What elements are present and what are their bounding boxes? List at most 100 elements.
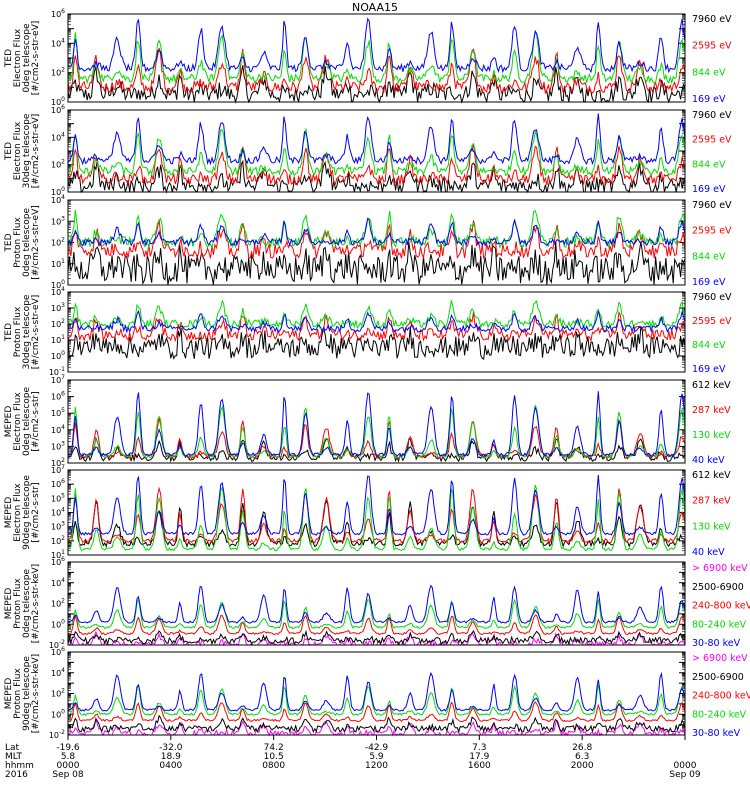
y-axis-label: MEPEDElectron Flux90deg telescope[#/cm2-… (4, 475, 41, 550)
legend-entry: 30-80 keV (692, 638, 741, 649)
y-axis-label: TEDElectron Flux0deg telescope[#/cm2-s-s… (4, 21, 41, 96)
legend-entry: 2595 eV (692, 41, 732, 52)
y-axis-label: MEPEDElectron Flux0deg telescope[#/cm2-s… (4, 387, 41, 457)
series-line (67, 29, 686, 85)
x-tick-label: 74.2 (264, 743, 284, 753)
y-axis-label: TEDProton Flux0deg telescope[#/cm2-s-str… (4, 205, 41, 280)
panel-7: 10-2 100 102 104 106 > 6900 keV 2500-6900 240-8… (4, 556, 750, 650)
y-tick-label: 106 (51, 646, 65, 657)
legend-entry: 7960 eV (692, 200, 732, 211)
x-tick-label: 1200 (365, 761, 388, 771)
y-tick-label: 107 (51, 464, 65, 475)
legend-entry: 612 keV (692, 380, 731, 391)
series-line (67, 498, 686, 549)
series-line (67, 671, 686, 712)
legend-entry: 40 keV (692, 455, 725, 466)
legend-entry: 844 eV (692, 159, 726, 170)
y-tick-label: 100 (51, 618, 65, 629)
legend-entry: 844 eV (692, 251, 726, 262)
legend-entry: 130 keV (692, 430, 731, 441)
x-tick-label: -19.6 (56, 743, 80, 753)
x-tick-label: 0800 (262, 761, 285, 771)
panel-8: 10-2 100 102 104 106 > 6900 keV 2500-6900 240-8… (4, 646, 750, 740)
panel-frame (67, 13, 686, 103)
y-tick-label: 106 (51, 478, 65, 489)
y-tick-label: 107 (51, 374, 65, 385)
x-tick-label: 10.5 (264, 752, 284, 762)
x-tick-label: -42.9 (365, 743, 389, 753)
y-tick-label: 101 (51, 258, 65, 269)
legend-entry: 612 keV (692, 470, 731, 481)
y-tick-label: 10-2 (49, 729, 65, 740)
series-line (67, 629, 686, 646)
y-tick-label: 104 (51, 667, 65, 678)
legend-entry: 287 keV (692, 405, 731, 416)
y-tick-label: 104 (51, 131, 65, 142)
x-tick-label: 0400 (159, 761, 182, 771)
legend-entry: 169 eV (692, 277, 726, 288)
panel-frame (67, 651, 686, 736)
legend-entry: 7960 eV (692, 292, 732, 303)
y-tick-label: 106 (51, 556, 65, 567)
legend-entry: 7960 eV (692, 14, 732, 25)
x-row-label: MLT (5, 752, 23, 762)
series-line (67, 310, 686, 343)
series-line (67, 128, 686, 178)
legend-entry: 844 eV (692, 340, 726, 351)
panel-frame (67, 291, 686, 373)
series-line (67, 683, 686, 717)
panel-3: 100 101 102 103 104 7960 eV 2595 eV 844 eV 169 e… (4, 194, 732, 290)
panel-frame (67, 561, 686, 646)
legend-entry: 2500-6900 (692, 582, 744, 593)
y-tick-label: 104 (51, 37, 65, 48)
y-tick-label: 102 (51, 457, 65, 468)
y-tick-label: 100 (51, 186, 65, 197)
x-row-label: 2016 (5, 770, 28, 780)
x-row-label: Lat (5, 743, 20, 753)
legend-entry: 40 keV (692, 547, 725, 558)
y-tick-label: 105 (51, 407, 65, 418)
legend-entry: 7960 eV (692, 110, 732, 121)
x-tick-label: Sep 09 (669, 770, 701, 780)
x-tick-label: 1600 (468, 761, 491, 771)
y-tick-label: 106 (51, 391, 65, 402)
y-tick-label: 102 (51, 598, 65, 609)
y-tick-label: 103 (51, 215, 65, 226)
panel-4: 10-1 100 101 102 103 104 7960 eV 2595 eV 844 eV 1… (4, 286, 732, 377)
x-tick-label: -32.0 (159, 743, 183, 753)
panel-frame (67, 379, 686, 464)
series-line (67, 486, 686, 545)
x-tick-label: 0000 (57, 761, 80, 771)
series-line (67, 484, 686, 552)
series-line (67, 475, 686, 536)
series-line (67, 714, 686, 734)
panel-6: 101 102 103 104 105 106 107 612 keV 287 keV 130 k… (4, 464, 731, 560)
legend-entry: 130 keV (692, 521, 731, 532)
legend-entry: 169 eV (692, 364, 726, 375)
y-tick-label: 104 (51, 424, 65, 435)
x-tick-label: Sep 08 (52, 770, 84, 780)
x-tick-label: 5.9 (369, 752, 384, 762)
y-tick-label: 102 (51, 67, 65, 78)
y-axis-label: TEDProton Flux30deg telescope[#/cm2-s-st… (4, 294, 41, 369)
series-line (67, 598, 686, 630)
legend-entry: > 6900 keV (692, 563, 748, 574)
y-tick-label: 102 (51, 237, 65, 248)
y-tick-label: 106 (51, 8, 65, 19)
x-tick-label: 5.8 (61, 752, 76, 762)
x-tick-label: 6.3 (575, 752, 589, 762)
series-line (67, 584, 686, 624)
legend-entry: 287 keV (692, 496, 731, 507)
y-tick-label: 103 (51, 440, 65, 451)
legend-entry: 169 eV (692, 184, 726, 195)
series-line (67, 17, 686, 74)
y-axis-label: TEDElectron Flux30deg telescope[#/cm2-s-… (4, 113, 41, 188)
y-tick-label: 101 (51, 549, 65, 560)
x-tick-label: 0000 (674, 761, 697, 771)
legend-entry: > 6900 keV (692, 653, 748, 664)
y-axis-label: MEPEDProton Flux0deg telescope[#/cm2-s-s… (4, 564, 41, 643)
panel-frame (67, 109, 686, 193)
panel-frame (67, 469, 686, 556)
y-tick-label: 102 (51, 535, 65, 546)
